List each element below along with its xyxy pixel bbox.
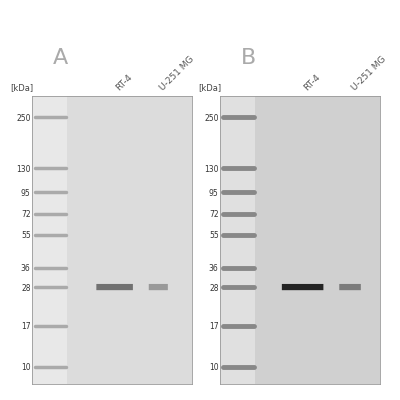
Text: U-251 MG: U-251 MG <box>158 54 196 92</box>
Text: RT-4: RT-4 <box>303 72 322 92</box>
Text: [kDa]: [kDa] <box>10 83 33 92</box>
Bar <box>220 96 255 384</box>
Text: B: B <box>240 48 256 68</box>
FancyBboxPatch shape <box>149 284 168 290</box>
FancyBboxPatch shape <box>339 284 361 290</box>
Text: U-251 MG: U-251 MG <box>350 54 388 92</box>
FancyBboxPatch shape <box>96 284 133 290</box>
Text: A: A <box>52 48 68 68</box>
Text: [kDa]: [kDa] <box>198 83 221 92</box>
FancyBboxPatch shape <box>282 284 323 290</box>
Bar <box>32 96 67 384</box>
Text: RT-4: RT-4 <box>115 72 134 92</box>
